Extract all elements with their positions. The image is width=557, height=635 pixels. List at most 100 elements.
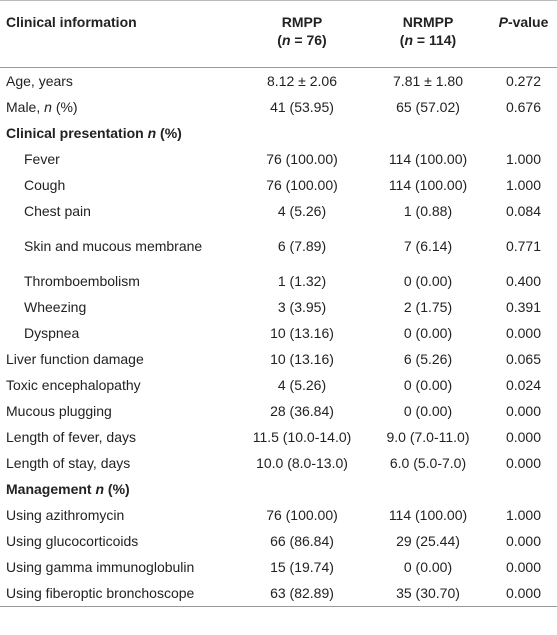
cell-text: 7.81 ± 1.80 — [393, 73, 463, 89]
label-cell: Fever — [0, 146, 238, 172]
cell-text: 0 (0.00) — [403, 273, 453, 289]
value-cell: 4 (5.26) — [238, 372, 366, 398]
data-row: Dyspnea 10 (13.16) 0 (0.00) 0.000 — [0, 320, 557, 346]
label-text: Clinical presentation — [6, 125, 144, 141]
value-cell: 28 (36.84) — [238, 398, 366, 424]
label-text: Thromboembolism — [24, 273, 140, 289]
cell-text: 10 (13.16) — [270, 351, 334, 367]
data-row: Age, years 8.12 ± 2.06 7.81 ± 1.80 0.272 — [0, 68, 557, 95]
label-text: Toxic encephalopathy — [6, 377, 141, 393]
cell-text: 6.0 (5.0-7.0) — [389, 455, 467, 471]
cell-text: 8.12 ± 2.06 — [267, 73, 337, 89]
label-cell: Chest pain — [0, 198, 238, 224]
data-row: Mucous plugging 28 (36.84) 0 (0.00) 0.000 — [0, 398, 557, 424]
cell-text: 0.000 — [505, 455, 542, 471]
cell-text: 7 (6.14) — [403, 238, 453, 254]
header-cell: NRMPP (n = 114) — [366, 0, 490, 68]
value-cell: 76 (100.00) — [238, 146, 366, 172]
header-text: RMPP — [281, 14, 323, 30]
value-cell: 0.771 — [490, 224, 557, 268]
cell-text: 1 (0.88) — [403, 203, 453, 219]
data-row: Using fiberoptic bronchoscope 63 (82.89) 3… — [0, 580, 557, 607]
cell-text: 0.000 — [505, 559, 542, 575]
label-cell: Male, n (%) — [0, 94, 238, 120]
label-cell: Cough — [0, 172, 238, 198]
value-cell: 0 (0.00) — [366, 268, 490, 294]
header-sub: ( — [277, 32, 282, 48]
label-text: Mucous plugging — [6, 403, 112, 419]
cell-text: 76 (100.00) — [266, 177, 338, 193]
value-cell: 114 (100.00) — [366, 502, 490, 528]
value-cell: 8.12 ± 2.06 — [238, 68, 366, 95]
cell-text: 0 (0.00) — [403, 403, 453, 419]
label-cell: Skin and mucous membrane — [0, 224, 238, 268]
value-cell: 0.084 — [490, 198, 557, 224]
cell-text: 2 (1.75) — [403, 299, 453, 315]
cell-text: 1.000 — [505, 151, 542, 167]
value-cell: 6 (5.26) — [366, 346, 490, 372]
label-text: Chest pain — [24, 203, 91, 219]
label-text: Age, years — [6, 73, 73, 89]
label-cell: Mucous plugging — [0, 398, 238, 424]
data-row: Thromboembolism 1 (1.32) 0 (0.00) 0.400 — [0, 268, 557, 294]
value-cell: 9.0 (7.0-11.0) — [366, 424, 490, 450]
cell-text: 76 (100.00) — [266, 507, 338, 523]
header-text: Clinical information — [6, 14, 137, 30]
cell-text: 63 (82.89) — [270, 585, 334, 601]
header-row: Clinical information RMPP (n = 76) NRMPP(… — [0, 0, 557, 68]
label-text: Using azithromycin — [6, 507, 125, 523]
cell-text: 0.000 — [505, 403, 542, 419]
label-text: (%) — [55, 99, 78, 115]
cell-text: 10.0 (8.0-13.0) — [256, 455, 348, 471]
label-text: Management — [6, 481, 92, 497]
header-sub: n — [404, 32, 413, 48]
value-cell: 0.000 — [490, 424, 557, 450]
value-cell: 0.024 — [490, 372, 557, 398]
label-text: n — [147, 125, 157, 141]
value-cell: 0 (0.00) — [366, 398, 490, 424]
cell-text: 114 (100.00) — [388, 177, 468, 193]
cell-text: 0.024 — [505, 377, 542, 393]
data-row: Using glucocorticoids 66 (86.84) 29 (25.44… — [0, 528, 557, 554]
cell-text: 0.391 — [505, 299, 542, 315]
cell-text: 0.000 — [505, 585, 542, 601]
value-cell: 10 (13.16) — [238, 346, 366, 372]
cell-text: 28 (36.84) — [270, 403, 334, 419]
label-cell: Clinical presentation n (%) — [0, 120, 557, 146]
value-cell: 41 (53.95) — [238, 94, 366, 120]
header-sub: = 76) — [294, 32, 327, 48]
value-cell: 0.400 — [490, 268, 557, 294]
cell-text: 0.400 — [505, 273, 542, 289]
cell-text: 10 (13.16) — [270, 325, 334, 341]
data-row: Length of stay, days 10.0 (8.0-13.0) 6.0 (… — [0, 450, 557, 476]
cell-text: 1 (1.32) — [277, 273, 327, 289]
value-cell: 10.0 (8.0-13.0) — [238, 450, 366, 476]
label-text: Dyspnea — [24, 325, 80, 341]
value-cell: 11.5 (10.0-14.0) — [238, 424, 366, 450]
value-cell: 0.000 — [490, 450, 557, 476]
label-text: Using gamma immunoglobulin — [6, 559, 195, 575]
label-cell: Liver function damage — [0, 346, 238, 372]
header-sub: n — [281, 32, 291, 48]
data-row: Male, n (%) 41 (53.95) 65 (57.02) 0.676 — [0, 94, 557, 120]
cell-text: 0.000 — [505, 533, 542, 549]
cell-text: 0.771 — [505, 238, 542, 254]
value-cell: 0 (0.00) — [366, 372, 490, 398]
cell-text: 76 (100.00) — [266, 151, 338, 167]
label-cell: Using gamma immunoglobulin — [0, 554, 238, 580]
header-text: P — [498, 14, 508, 30]
value-cell: 2 (1.75) — [366, 294, 490, 320]
value-cell: 0.000 — [490, 528, 557, 554]
header-text: -value — [507, 14, 549, 30]
label-text: n — [95, 481, 105, 497]
header-cell: P-value — [490, 0, 557, 68]
cell-text: 35 (30.70) — [396, 585, 460, 601]
cell-text: 65 (57.02) — [396, 99, 460, 115]
value-cell: 0 (0.00) — [366, 554, 490, 580]
label-text: Using glucocorticoids — [6, 533, 139, 549]
label-cell: Management n (%) — [0, 476, 557, 502]
data-table: Clinical information RMPP (n = 76) NRMPP(… — [0, 0, 557, 607]
value-cell: 15 (19.74) — [238, 554, 366, 580]
value-cell: 76 (100.00) — [238, 502, 366, 528]
